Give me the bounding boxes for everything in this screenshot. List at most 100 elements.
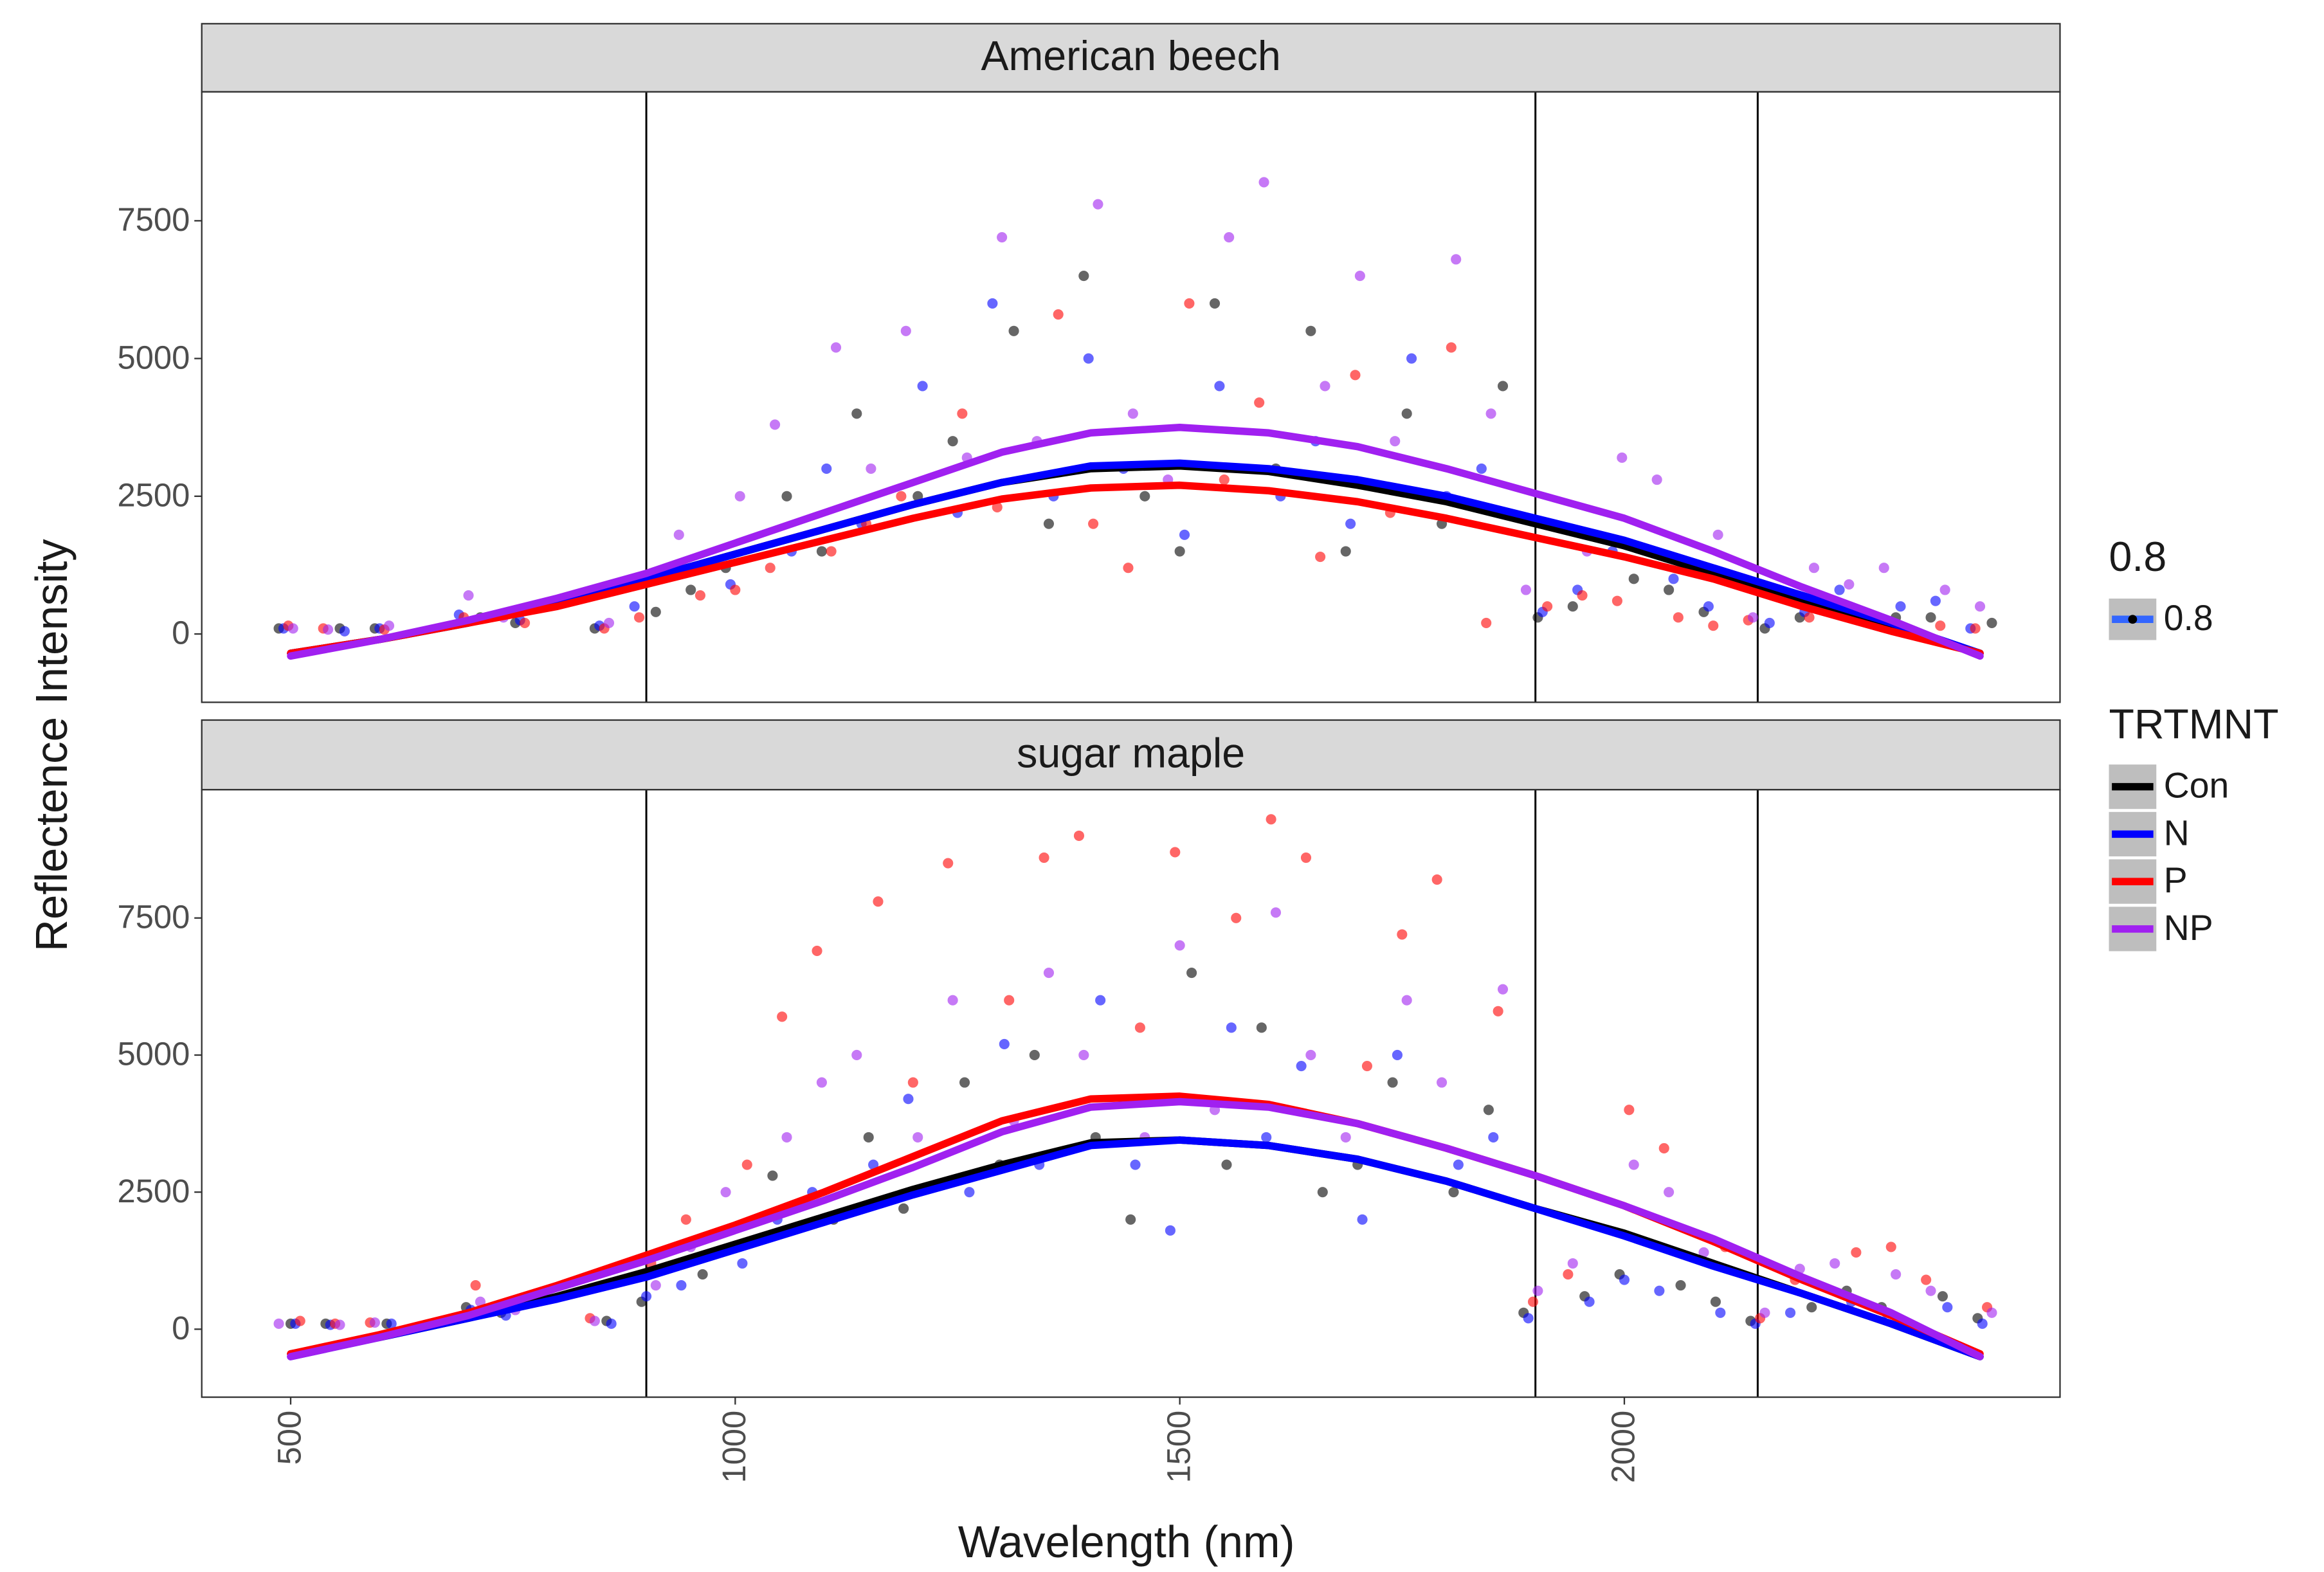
data-point	[1673, 612, 1684, 623]
data-point	[821, 463, 832, 474]
data-point	[1340, 546, 1351, 557]
data-point	[767, 1170, 778, 1181]
legend-label: NP	[2164, 908, 2213, 948]
data-point	[1567, 601, 1578, 612]
data-point	[1431, 874, 1442, 885]
data-point	[1808, 563, 1820, 574]
data-point	[1851, 1247, 1862, 1258]
data-point	[737, 1258, 748, 1269]
plot-panel	[201, 91, 2060, 703]
data-point	[826, 546, 837, 557]
data-point	[1261, 1132, 1272, 1143]
data-point	[777, 1011, 788, 1022]
x-axis-title: Wavelength (nm)	[958, 1517, 1295, 1567]
data-point	[1401, 408, 1412, 419]
data-point	[1804, 612, 1815, 623]
data-point	[1134, 1022, 1145, 1033]
data-point	[1939, 584, 1950, 595]
data-point	[1093, 199, 1103, 210]
data-point	[851, 1049, 862, 1061]
data-point	[903, 1094, 914, 1105]
data-point	[720, 1187, 731, 1198]
data-point	[1437, 1077, 1448, 1088]
data-point	[1170, 847, 1181, 858]
data-point	[1008, 325, 1019, 336]
data-point	[1747, 612, 1759, 623]
data-point	[1186, 968, 1197, 979]
data-point	[812, 945, 822, 957]
data-point	[1759, 1307, 1770, 1318]
data-point	[1493, 1006, 1503, 1016]
data-point	[680, 1214, 691, 1225]
data-point	[1708, 620, 1719, 631]
data-point	[1078, 271, 1089, 282]
data-point	[1806, 1302, 1817, 1313]
data-point	[1476, 463, 1487, 474]
data-point	[1698, 1247, 1709, 1258]
data-point	[1834, 584, 1845, 595]
data-point	[1925, 612, 1936, 623]
strip	[201, 23, 2061, 93]
data-point	[1542, 601, 1553, 612]
data-point	[957, 408, 968, 419]
data-point	[1300, 852, 1312, 863]
data-point	[1532, 1285, 1543, 1296]
data-point	[606, 1318, 617, 1329]
data-point	[1073, 830, 1085, 841]
data-point	[1844, 579, 1855, 590]
y-tick-label: 0	[172, 1310, 190, 1346]
data-point	[741, 1159, 752, 1170]
data-point	[1483, 1105, 1494, 1116]
data-point	[1520, 584, 1532, 595]
data-point	[770, 419, 781, 430]
legend-title: TRTMNT	[2109, 701, 2279, 748]
y-axis-title: Reflectence Intensity	[26, 539, 77, 952]
data-point	[1658, 1143, 1669, 1154]
data-point	[676, 1280, 687, 1291]
data-point	[1451, 254, 1462, 265]
data-point	[1165, 1225, 1176, 1236]
x-tick-label: 2000	[1605, 1411, 1642, 1483]
data-point	[1970, 623, 1981, 634]
data-point	[873, 896, 884, 907]
data-point	[475, 1296, 486, 1307]
data-point	[1675, 1280, 1686, 1291]
data-point	[1305, 325, 1316, 336]
data-point	[1095, 995, 1106, 1006]
data-point	[997, 232, 1008, 243]
data-point	[1039, 852, 1049, 863]
data-point	[1139, 491, 1150, 501]
data-point	[1029, 1049, 1040, 1061]
data-point	[1977, 1318, 1988, 1329]
data-point	[1387, 1077, 1398, 1088]
data-point	[633, 612, 645, 623]
data-point	[1345, 518, 1356, 529]
data-point	[730, 584, 741, 595]
data-point	[1664, 1187, 1675, 1198]
data-point	[1053, 309, 1064, 320]
data-point	[697, 1269, 708, 1280]
data-point	[1446, 342, 1457, 353]
x-tick-label: 1500	[1160, 1411, 1197, 1483]
data-point	[1628, 574, 1639, 584]
data-point	[1617, 452, 1628, 463]
data-point	[1174, 546, 1185, 557]
data-point	[295, 1315, 305, 1326]
data-point	[1523, 1313, 1534, 1324]
data-point	[868, 1159, 879, 1170]
data-point	[629, 601, 640, 612]
y-tick-label: 7500	[118, 201, 190, 238]
smooth-line	[287, 423, 1984, 660]
legend-label: P	[2164, 860, 2188, 900]
data-point	[1340, 1132, 1351, 1143]
data-point	[816, 546, 827, 557]
data-point	[1497, 984, 1509, 995]
panel-border	[201, 789, 2061, 1398]
data-point	[1401, 995, 1412, 1006]
x-tick-label: 500	[271, 1411, 308, 1465]
legend-label: 0.8	[2164, 598, 2213, 638]
data-point	[765, 563, 776, 574]
data-point	[943, 858, 954, 869]
